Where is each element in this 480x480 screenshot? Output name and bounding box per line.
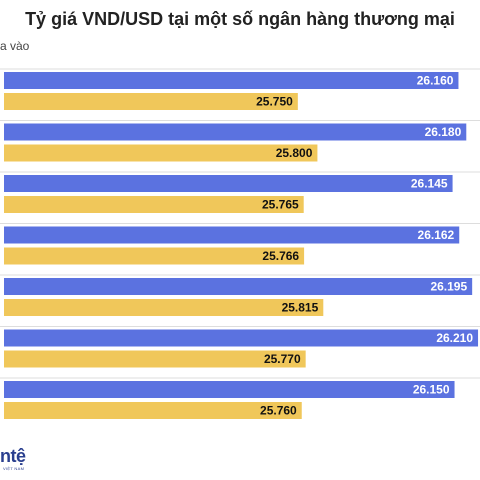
bar-chart: 26.160 25.750 26.180 25.800 26.145 25.765 26.1…	[0, 68, 480, 419]
data-label-series-2-row-2: 25.800	[276, 146, 313, 160]
chart-title: Tỷ giá VND/USD tại một số ngân hàng thươ…	[25, 9, 455, 29]
brand-logo: ntệ VIỆT NAM	[0, 446, 30, 472]
legend-text: a vào	[0, 39, 30, 53]
data-label-series-1-row-3: 26.145	[411, 177, 448, 191]
bar-series-2-row-1	[4, 93, 298, 110]
bar-series-2-row-5	[4, 299, 324, 316]
logo-subtext: VIỆT NAM	[3, 466, 25, 471]
data-label-series-2-row-7: 25.760	[260, 404, 297, 418]
data-label-series-1-row-6: 26.210	[436, 331, 473, 345]
data-label-series-2-row-1: 25.750	[256, 95, 293, 109]
data-label-series-2-row-3: 25.765	[262, 198, 299, 212]
bar-series-1-row-4	[4, 226, 460, 244]
logo-wordmark: ntệ	[0, 446, 26, 466]
data-label-series-1-row-7: 26.150	[413, 383, 450, 397]
bar-series-2-row-7	[4, 402, 302, 419]
bar-series-1-row-6	[4, 329, 479, 347]
bar-series-1-row-5	[4, 278, 473, 295]
data-label-series-1-row-5: 26.195	[430, 280, 467, 294]
data-label-series-1-row-1: 26.160	[417, 74, 454, 88]
bar-series-2-row-6	[4, 350, 306, 368]
data-label-series-2-row-4: 25.766	[262, 249, 299, 263]
bar-series-1-row-3	[4, 175, 453, 192]
bar-series-2-row-2	[4, 144, 318, 162]
data-label-series-2-row-5: 25.815	[282, 301, 319, 315]
bar-series-1-row-2	[4, 123, 467, 141]
bar-series-1-row-1	[4, 72, 459, 89]
bar-series-2-row-3	[4, 196, 304, 213]
bar-series-2-row-4	[4, 247, 305, 265]
data-label-series-1-row-4: 26.162	[418, 228, 455, 242]
bar-series-1-row-7	[4, 381, 455, 398]
data-label-series-1-row-2: 26.180	[425, 125, 462, 139]
data-label-series-2-row-6: 25.770	[264, 352, 301, 366]
